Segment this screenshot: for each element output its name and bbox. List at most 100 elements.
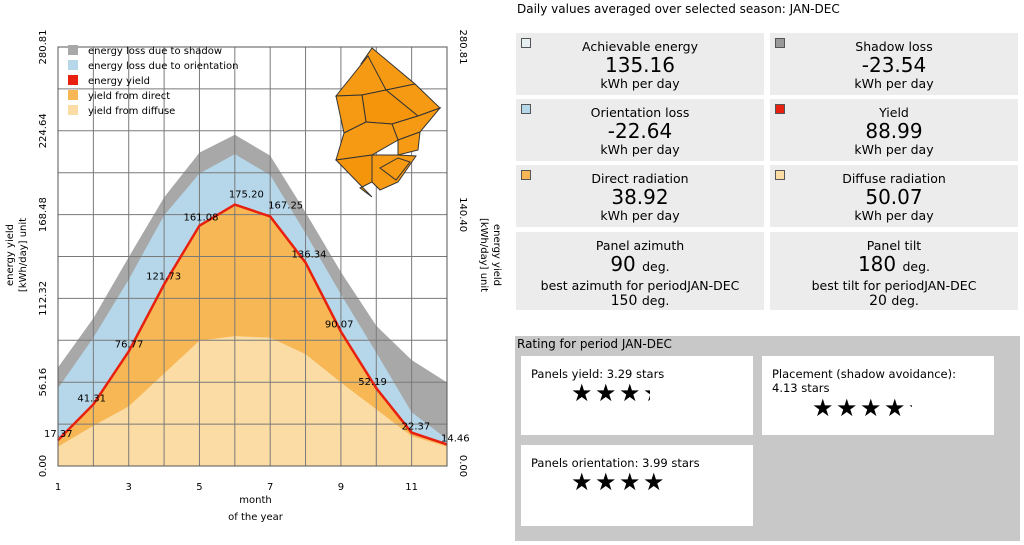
legend-swatch (68, 60, 78, 70)
x-axis-label: month (239, 495, 271, 506)
x-tick-label: 9 (338, 482, 344, 493)
card-value: 38.92 (611, 185, 669, 209)
best-azimuth-label: best azimuth for periodJAN-DEC (540, 278, 740, 293)
card-label: Direct radiation (591, 171, 689, 186)
y-tick-label: 168.48 (38, 197, 49, 232)
y-tick-label: 280.81 (38, 30, 49, 65)
card-unit: kWh per day (600, 208, 680, 223)
legend-swatch (68, 45, 78, 55)
rating-text: Placement (shadow avoidance): 4.13 stars (772, 367, 956, 395)
legend-swatch (68, 105, 78, 115)
star-icon: ★ (595, 470, 617, 494)
rating-text-line1: Placement (shadow avoidance): (772, 367, 956, 381)
star-icon: ★ (595, 381, 617, 405)
y-tick-label: 0.00 (38, 455, 49, 477)
legend-swatch (68, 75, 78, 85)
x-tick-label: 7 (267, 482, 273, 493)
best-tilt-value: 20 (869, 293, 887, 309)
rating-text-line2: 4.13 stars (772, 381, 830, 395)
card-value-row: 90 deg. (516, 253, 764, 278)
card-unit: kWh per day (854, 142, 934, 157)
chart-legend: energy loss due to shadow energy loss due… (68, 45, 238, 117)
y2-tick-label: 280.81 (457, 30, 468, 65)
star-rating-orientation: ★ ★ ★ ★ (571, 470, 667, 494)
y-tick-label: 112.32 (38, 281, 49, 316)
card-label: Yield (879, 105, 909, 120)
y2-tick-label: 140.40 (457, 197, 468, 232)
card-direct-radiation: Direct radiation 38.92 kWh per day (516, 165, 764, 227)
data-label: 76.77 (115, 339, 144, 350)
data-label: 14.46 (441, 433, 470, 444)
best-azimuth-value: 150 (610, 293, 638, 309)
card-unit: deg. (902, 259, 931, 274)
star-icon: ★ (643, 381, 650, 405)
star-icon: ★ (836, 396, 858, 420)
card-value: -23.54 (861, 53, 927, 77)
card-unit: kWh per day (600, 142, 680, 157)
star-icon: ★ (571, 381, 593, 405)
card-unit: kWh per day (854, 208, 934, 223)
card-unit: kWh per day (600, 76, 680, 91)
diffuse-swatch (775, 170, 785, 180)
card-orientation-loss: Orientation loss -22.64 kWh per day (516, 99, 764, 161)
chart-axes: 1 3 5 7 9 11 0.00 56.16 112.32 168.48 224.64 280.81… (5, 30, 502, 524)
y-axis-label-sub: [kWh/day] unit (18, 218, 29, 292)
data-label: 90.07 (325, 320, 354, 331)
rating-orientation: Panels orientation: 3.99 stars ★ ★ ★ ★ (521, 445, 753, 526)
legend-swatch (68, 90, 78, 100)
card-label: Panel azimuth (595, 238, 685, 253)
x-axis-label-sub: of the year (228, 512, 284, 523)
energy-yield-chart: 17.3741.3176.77121.73161.08175.20167.251… (5, 30, 502, 524)
data-label: 161.08 (183, 213, 218, 224)
data-label: 41.31 (77, 393, 106, 404)
rating-text: Panels yield: 3.29 stars (531, 367, 665, 381)
star-icon: ★ (643, 470, 665, 494)
card-diffuse-radiation: Diffuse radiation 50.07 kWh per day (770, 165, 1018, 227)
star-icon: ★ (860, 396, 882, 420)
card-panel-tilt: Panel tilt 180 deg. best tilt for period… (770, 232, 1018, 310)
data-label: 175.20 (229, 190, 264, 201)
star-icon: ★ (812, 396, 834, 420)
card-unit: kWh per day (854, 76, 934, 91)
achievable-swatch (521, 38, 531, 48)
y2-axis-label-sub: [kWh/day] unit (478, 218, 489, 292)
card-yield: Yield 88.99 kWh per day (770, 99, 1018, 161)
data-label: 121.73 (146, 271, 181, 282)
card-value: 135.16 (605, 53, 675, 77)
card-value: 88.99 (865, 119, 923, 143)
yield-line-group (57, 203, 448, 446)
card-shadow-loss: Shadow loss -23.54 kWh per day (770, 33, 1018, 95)
star-icon: ★ (619, 381, 641, 405)
rating-title: Rating for period JAN-DEC (517, 337, 672, 351)
star-icon: ★ (884, 396, 906, 420)
card-value: -22.64 (607, 119, 673, 143)
plot-frame (57, 46, 448, 467)
legend-label: yield from direct (88, 91, 170, 102)
rating-text: Panels orientation: 3.99 stars (531, 456, 700, 470)
star-rating-yield: ★★★★ (571, 381, 650, 405)
card-label: Diffuse radiation (842, 171, 946, 186)
card-value: 180 (857, 252, 897, 276)
y2-tick-label: 0.00 (457, 455, 468, 477)
star-icon: ★ (908, 396, 912, 420)
chart-areas (58, 134, 447, 467)
legend-label: energy loss due to orientation (88, 61, 238, 72)
data-label: 52.19 (358, 377, 387, 388)
card-value-row: 180 deg. (770, 253, 1018, 278)
y-tick-label: 56.16 (38, 368, 49, 397)
shadow-swatch (775, 38, 785, 48)
data-label: 136.34 (292, 250, 327, 261)
rating-panel: Rating for period JAN-DEC Panels yield: … (515, 336, 1020, 541)
legend-label: energy loss due to shadow (88, 46, 222, 57)
y-tick-label: 224.64 (38, 113, 49, 148)
diffuse-yield-area (58, 336, 447, 466)
card-label: Orientation loss (590, 105, 690, 120)
rating-placement: Placement (shadow avoidance): 4.13 stars… (762, 356, 994, 435)
season-title: Daily values averaged over selected seas… (517, 2, 840, 16)
card-value: 90 (610, 252, 636, 276)
yield-swatch (775, 104, 785, 114)
best-azimuth-row: 150 deg. (516, 293, 764, 310)
card-label: Shadow loss (855, 39, 933, 54)
card-panel-azimuth: Panel azimuth 90 deg. best azimuth for p… (516, 232, 764, 310)
card-achievable-energy: Achievable energy 135.16 kWh per day (516, 33, 764, 95)
